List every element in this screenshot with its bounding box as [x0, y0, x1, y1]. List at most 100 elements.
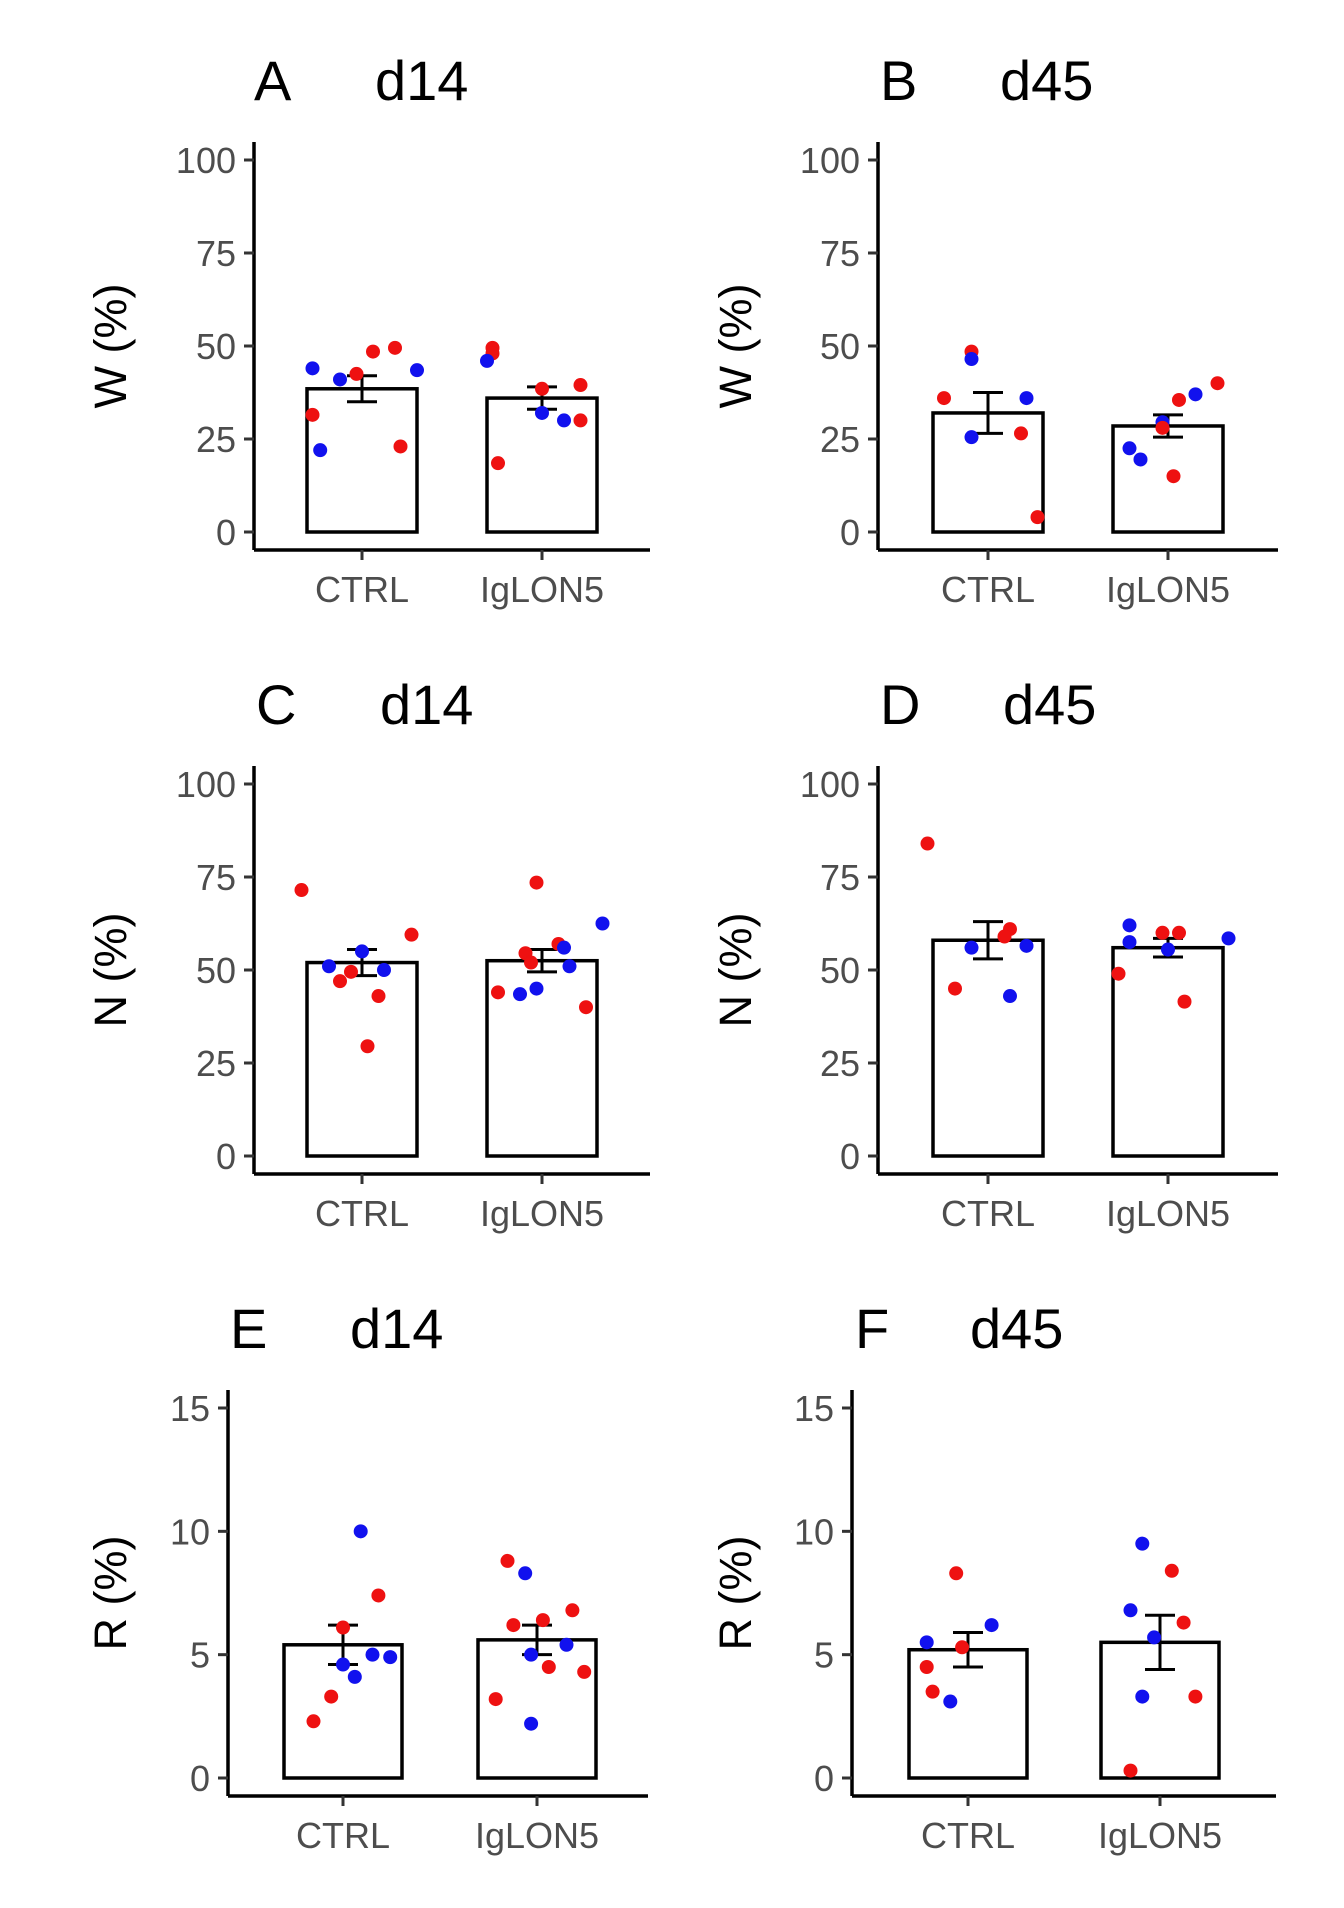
x-tick-label: IgLON5 [1098, 1815, 1222, 1856]
data-point-red [955, 1640, 970, 1655]
data-point-red [535, 381, 549, 396]
bar-ctrl [305, 960, 419, 1158]
y-tick-label: 25 [820, 419, 860, 460]
data-point-red [1030, 510, 1045, 525]
data-point-blue [1147, 1630, 1162, 1645]
data-point-blue [305, 361, 320, 376]
data-point-red [349, 366, 364, 381]
data-point-red [577, 1664, 592, 1679]
data-point-blue [365, 1647, 380, 1662]
data-point-blue [383, 1650, 398, 1665]
data-point-red [344, 964, 358, 979]
data-point-red [333, 974, 347, 989]
y-axis-title: W (%) [85, 284, 136, 409]
y-tick-label: 25 [820, 1043, 860, 1084]
data-point-red [1123, 1763, 1138, 1778]
y-tick-label: 50 [196, 950, 236, 991]
y-tick-label: 50 [820, 950, 860, 991]
data-point-red [1176, 1615, 1191, 1630]
data-point-red [305, 407, 320, 422]
y-tick-label: 100 [176, 764, 236, 805]
data-point-blue [333, 372, 347, 387]
y-tick-label: 25 [196, 419, 236, 460]
panel-letter: A [254, 49, 292, 112]
data-point-blue [1122, 441, 1137, 456]
y-tick-label: 5 [814, 1635, 834, 1676]
bar-ctrl [931, 938, 1045, 1158]
data-point-red [324, 1689, 339, 1704]
data-point-blue [1161, 942, 1175, 957]
y-axis-title: R (%) [85, 1536, 136, 1651]
y-tick-label: 0 [840, 1136, 860, 1177]
data-point-blue [529, 981, 544, 996]
x-tick-label: CTRL [315, 569, 409, 610]
y-tick-label: 0 [840, 512, 860, 553]
data-point-red [500, 1553, 515, 1568]
data-point-red [1210, 376, 1225, 391]
data-point-red [579, 1000, 593, 1015]
data-point-red [294, 883, 309, 898]
y-tick-label: 5 [190, 1635, 210, 1676]
data-point-blue [336, 1657, 350, 1672]
y-tick-label: 75 [820, 233, 860, 274]
panel-title: d14 [380, 673, 473, 736]
y-axis-title: R (%) [710, 1536, 761, 1651]
y-tick-label: 75 [196, 233, 236, 274]
data-point-blue [559, 1637, 574, 1652]
data-point-red [306, 1714, 321, 1729]
data-point-red [1172, 392, 1186, 407]
x-tick-label: CTRL [941, 569, 1035, 610]
data-point-red [1172, 925, 1186, 940]
data-point-red [997, 929, 1012, 944]
data-point-blue [1122, 918, 1137, 933]
y-tick-label: 100 [800, 140, 860, 181]
data-point-blue [322, 959, 336, 974]
y-tick-label: 15 [794, 1388, 834, 1429]
data-point-red [529, 875, 544, 890]
data-point-blue [518, 1566, 533, 1581]
panel-title: d45 [1000, 49, 1093, 112]
data-point-red [366, 344, 380, 359]
y-tick-label: 0 [814, 1758, 834, 1799]
x-tick-label: CTRL [941, 1193, 1035, 1234]
data-point-red [937, 391, 951, 406]
data-point-blue [984, 1618, 999, 1633]
bar-ctrl [305, 387, 419, 534]
data-point-blue [524, 1716, 539, 1731]
y-tick-label: 75 [196, 857, 236, 898]
data-point-red [488, 1692, 503, 1707]
data-point-red [491, 985, 505, 1000]
data-point-blue [1221, 931, 1236, 946]
y-tick-label: 75 [820, 857, 860, 898]
data-point-blue [1003, 989, 1017, 1004]
x-tick-label: IgLON5 [1106, 569, 1230, 610]
data-point-blue [964, 430, 979, 445]
y-tick-label: 100 [176, 140, 236, 181]
panel-title: d14 [350, 1297, 443, 1360]
data-point-blue [535, 405, 549, 420]
data-point-blue [1019, 391, 1034, 406]
data-point-blue [313, 443, 328, 458]
y-tick-label: 50 [820, 326, 860, 367]
y-axis-title: N (%) [710, 913, 761, 1028]
bar-iglon5 [485, 958, 599, 1158]
data-point-red [919, 1660, 934, 1674]
data-point-red [535, 1613, 550, 1628]
data-point-blue [562, 959, 577, 974]
data-point-red [1188, 1689, 1203, 1704]
data-point-blue [347, 1669, 362, 1684]
y-tick-label: 0 [216, 512, 236, 553]
panel-letter: B [880, 49, 917, 112]
data-point-red [506, 1618, 521, 1633]
y-axis-title: N (%) [85, 913, 136, 1028]
y-tick-label: 0 [190, 1758, 210, 1799]
data-point-red [388, 340, 402, 355]
data-point-blue [1135, 1536, 1150, 1551]
data-point-blue [1135, 1689, 1150, 1704]
data-point-blue [943, 1694, 958, 1709]
data-point-blue [355, 944, 369, 959]
